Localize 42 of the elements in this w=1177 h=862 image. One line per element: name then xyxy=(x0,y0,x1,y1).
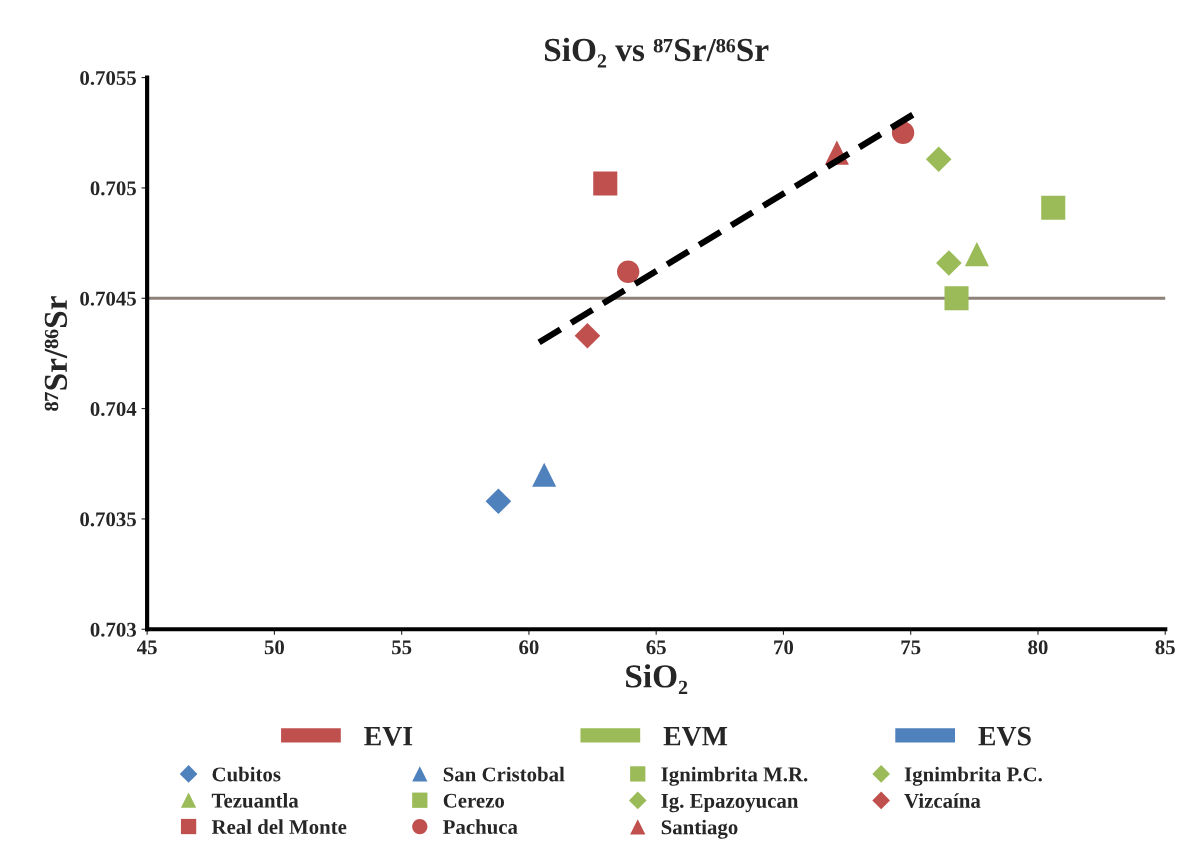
y-tick-label: 0.705 xyxy=(90,181,136,196)
legend-label: Ignimbrita M.R. xyxy=(661,766,808,786)
chart-title: SiO₂ vs ⁸⁷Sr/⁸⁶Sr xyxy=(544,37,769,68)
x-tick-label: 80 xyxy=(1028,640,1048,655)
legend-label: Santiago xyxy=(661,819,738,839)
legend-label: Ignimbrita P.C. xyxy=(904,766,1042,786)
y-tick-label: 0.7055 xyxy=(80,70,136,86)
legend-label: San Cristobal xyxy=(443,766,565,782)
legend-label: Cubitos xyxy=(212,766,281,782)
legend-label: Vizcaína xyxy=(904,793,981,808)
legend-label: EVM xyxy=(663,727,728,746)
point xyxy=(964,242,989,267)
y-tick-label: 0.704 xyxy=(90,401,137,417)
y-tick-label: 0.7035 xyxy=(80,512,136,527)
legend-label: Tezuantla xyxy=(211,793,299,808)
legend-label: Ig. Epazoyucan xyxy=(661,794,799,813)
legend-label: EVS xyxy=(978,726,1031,746)
x-tick-label: 50 xyxy=(264,640,285,655)
y-axis-title: ⁸⁷Sr/⁸⁶Sr xyxy=(44,296,68,411)
y-tick-label: 0.703 xyxy=(90,622,136,637)
x-tick-label: 65 xyxy=(646,640,666,655)
x-tick-label: 75 xyxy=(901,640,921,655)
point xyxy=(944,286,969,311)
point xyxy=(1041,195,1066,220)
point xyxy=(593,171,618,196)
x-tick-label: 60 xyxy=(519,640,539,655)
x-axis-title: SiO₂ xyxy=(626,664,688,694)
legend-label: Real del Monte xyxy=(211,819,347,835)
point xyxy=(532,462,557,487)
x-tick-label: 55 xyxy=(392,640,412,655)
x-tick-label: 85 xyxy=(1155,640,1175,655)
point xyxy=(616,260,640,283)
point xyxy=(485,488,512,515)
legend-label: Cerezo xyxy=(443,793,505,808)
legend-label: EVI xyxy=(364,727,413,746)
x-tick-label: 45 xyxy=(136,640,157,655)
legend-label: Pachuca xyxy=(443,819,518,835)
point xyxy=(574,322,601,349)
y-tick-label: 0.7045 xyxy=(80,291,136,306)
x-tick-label: 70 xyxy=(774,640,794,655)
point xyxy=(925,146,952,173)
point xyxy=(936,250,962,276)
